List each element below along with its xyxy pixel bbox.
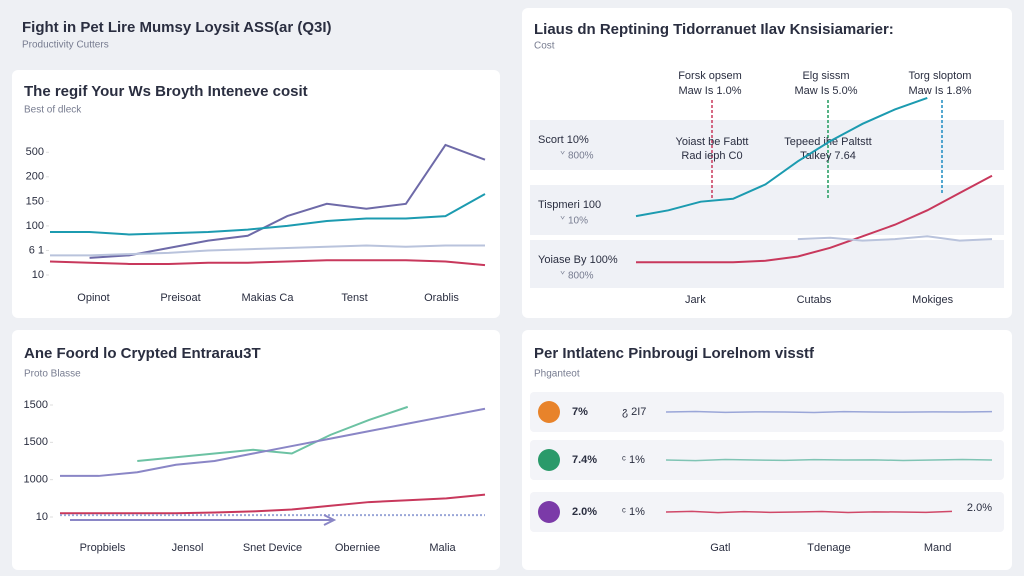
series-line [60, 493, 486, 515]
series-line [636, 174, 993, 264]
x-tick-label: Mand [924, 542, 952, 554]
callout-text: Elg sissm [802, 70, 849, 82]
callout-text: Maw Is 1.0% [679, 85, 742, 97]
row-band [530, 185, 1004, 235]
chart-title: Ane Foord lo Crypted Entrarau3T [24, 345, 261, 362]
y-tick-label: 10 [36, 511, 48, 523]
row-end-label: 2.0% [967, 502, 992, 514]
series-line [797, 235, 993, 242]
x-tick-label: Makias Ca [242, 292, 295, 304]
chart-subtitle: Cost [534, 41, 555, 52]
row-label: Tispmeri 100 [538, 199, 601, 211]
x-tick-label: Oberniee [335, 542, 380, 554]
row-sub: ᘁ 800% [560, 151, 594, 162]
x-tick-label: Propbiels [80, 542, 126, 554]
callout-text: Maw Is 5.0% [795, 85, 858, 97]
callout-text: Maw Is 1.8% [909, 85, 972, 97]
series-line [89, 143, 486, 259]
chart-subtitle: Phganteot [534, 369, 580, 380]
x-tick-label: Mokiges [912, 294, 953, 306]
x-tick-label: Cutabs [797, 294, 832, 306]
y-tick-label: 150 [26, 195, 44, 207]
row-line [665, 458, 993, 462]
chart-title: Liaus dn Reptining Tidorranuet Ilav Knsi… [534, 21, 894, 38]
x-tick-label: Tdenage [807, 542, 850, 554]
series-line [60, 407, 486, 477]
series-line [49, 259, 486, 267]
row-label: 7.4% [572, 454, 597, 466]
x-tick-label: Jark [685, 294, 706, 306]
row-sub: ᶜ 1% [622, 454, 645, 466]
row-sub: ᶜ 1% [622, 506, 645, 518]
row-icon [538, 501, 560, 523]
y-tick-label: 1500 [24, 436, 48, 448]
row-label: 2.0% [572, 506, 597, 518]
x-tick-label: Opinot [77, 292, 109, 304]
y-tick-label: 1000 [24, 474, 48, 486]
y-tick-label: 100 [26, 220, 44, 232]
row-band [530, 120, 1004, 170]
row-label: 7% [572, 406, 588, 418]
series-line [50, 244, 485, 257]
series-line [137, 405, 409, 462]
x-tick-label: Tenst [341, 292, 367, 304]
row-sub: ჷ 2I7 [622, 406, 646, 418]
y-tick-label: 1500 [24, 399, 48, 411]
y-tick-label: 6 1 [29, 244, 44, 256]
chart-subtitle: Best of dleck [24, 105, 82, 116]
row-line [665, 510, 953, 514]
row-icon [538, 401, 560, 423]
row-sub: ᘁ 800% [560, 271, 594, 282]
y-tick-label: 10 [32, 269, 44, 281]
row-icon [538, 449, 560, 471]
x-tick-label: Jensol [172, 542, 204, 554]
row-sub: ᘁ 10% [560, 216, 588, 227]
chart-subtitle: Proto Blasse [24, 369, 81, 380]
panel [12, 70, 500, 318]
chart-title: Per Intlatenc Pinbrougi Lorelnom visstf [534, 345, 815, 362]
callout-sub: Taikey 7.64 [800, 150, 856, 162]
series-line [50, 193, 486, 236]
row-label: Scort 10% [538, 134, 589, 146]
header-title: Fight in Pet Lire Mumsy Loysit ASS(ar (Q… [22, 19, 332, 36]
row-line [665, 410, 993, 414]
row-label: Yoiase By 100% [538, 254, 618, 266]
series-line [635, 96, 928, 218]
callout-sub: Rad ieph C0 [681, 150, 742, 162]
y-tick-label: 500 [26, 146, 44, 158]
x-tick-label: Malia [429, 542, 456, 554]
x-tick-label: Snet Device [243, 542, 302, 554]
arrow [70, 514, 337, 526]
x-tick-label: Gatl [710, 542, 730, 554]
callout-text: Forsk opsem [678, 70, 742, 82]
row-band [530, 240, 1004, 288]
x-tick-label: Preisoat [160, 292, 200, 304]
y-tick-label: 200 [26, 171, 44, 183]
x-tick-label: Orablis [424, 292, 459, 304]
callout-sub: Yoiast be Fabtt [676, 136, 749, 148]
header-subtitle: Productivity Cutters [22, 40, 109, 51]
chart-title: The regif Your Ws Broyth Intenevе cosit [24, 83, 308, 100]
callout-text: Torg sloptom [909, 70, 972, 82]
